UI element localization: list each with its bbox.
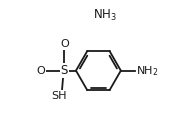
Text: NH$_3$: NH$_3$ bbox=[93, 8, 117, 23]
Text: NH$_2$: NH$_2$ bbox=[136, 64, 159, 78]
Text: S: S bbox=[61, 64, 68, 77]
Text: O: O bbox=[36, 66, 45, 76]
Text: SH: SH bbox=[52, 91, 67, 101]
Text: O: O bbox=[60, 39, 69, 49]
